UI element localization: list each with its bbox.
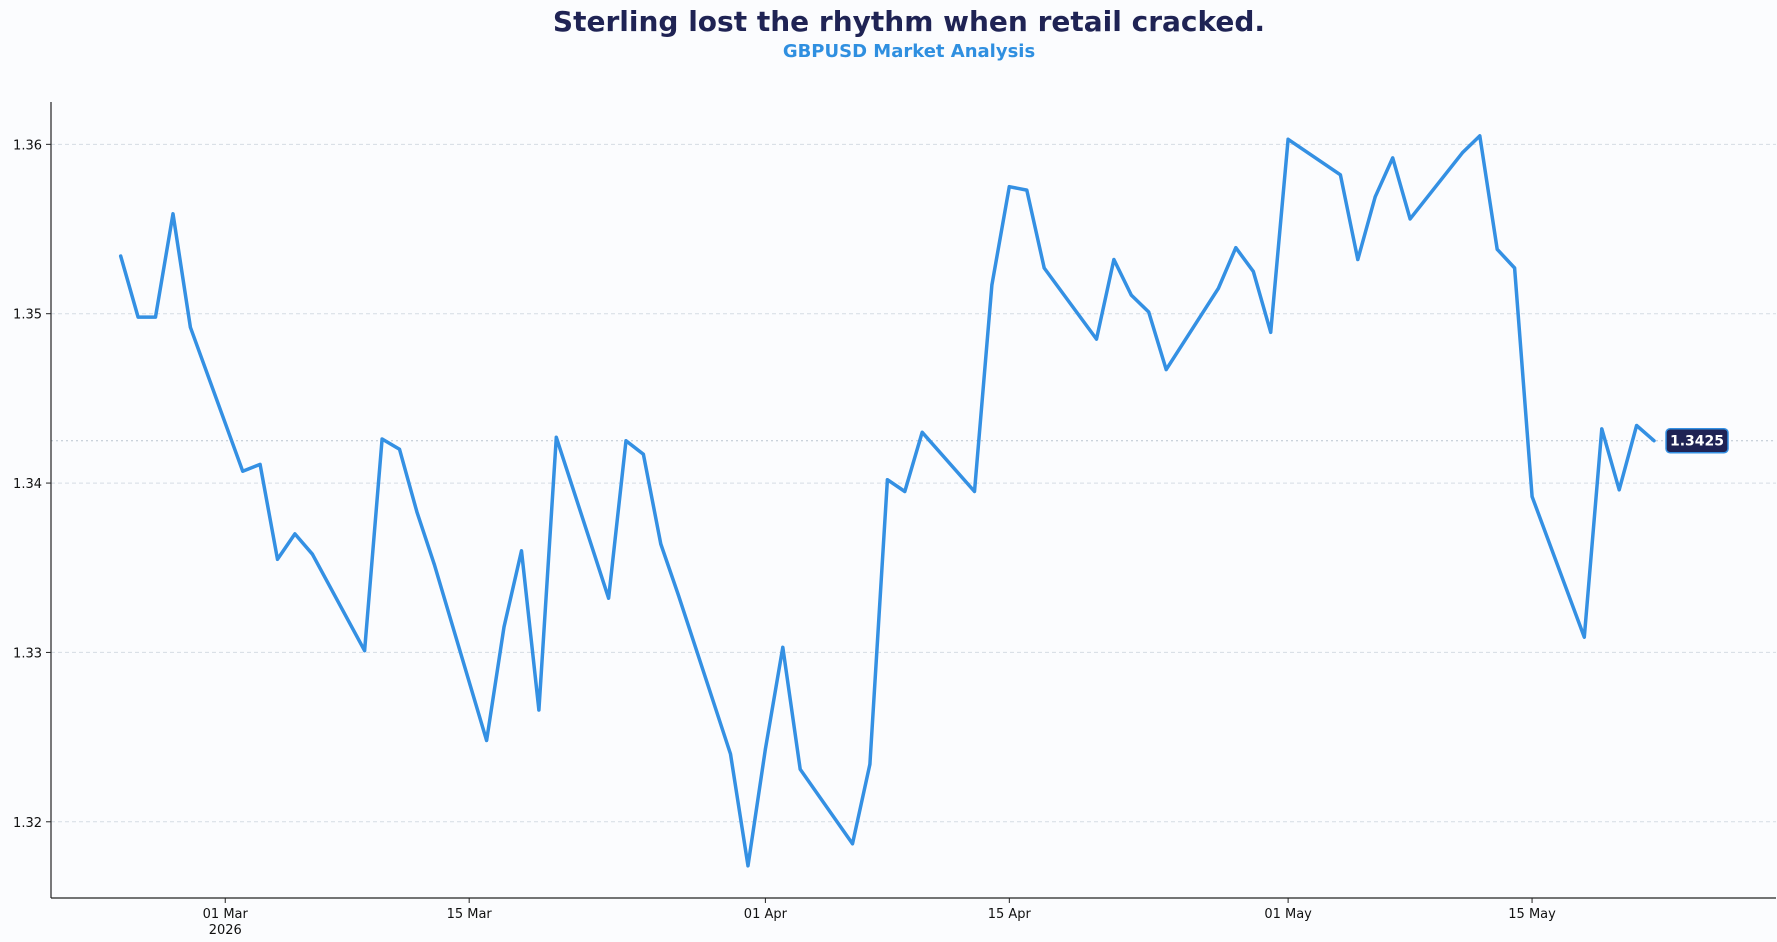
data-point	[1408, 217, 1412, 221]
data-point	[188, 325, 192, 329]
data-point	[1129, 293, 1133, 297]
x-tick-label: 01 May	[1264, 907, 1312, 922]
data-point	[537, 708, 541, 712]
data-point	[1530, 495, 1534, 499]
data-point	[241, 469, 245, 473]
data-point	[432, 562, 436, 566]
y-tick-label: 1.34	[13, 477, 42, 492]
data-point	[798, 767, 802, 771]
data-point	[1582, 635, 1586, 639]
data-point	[624, 439, 628, 443]
data-point	[415, 510, 419, 514]
data-point	[1460, 151, 1464, 155]
data-point	[1495, 247, 1499, 251]
data-point	[1373, 195, 1377, 199]
data-point	[990, 283, 994, 287]
x-tick-sublabel: 2026	[209, 923, 242, 938]
data-point	[1338, 173, 1342, 177]
x-tick-label: 01 Apr	[744, 907, 788, 922]
axes-layer	[50, 102, 1776, 899]
data-point	[1513, 266, 1517, 270]
data-point	[1025, 188, 1029, 192]
data-point	[1042, 266, 1046, 270]
data-point	[397, 447, 401, 451]
data-point	[1147, 310, 1151, 314]
data-point	[1269, 330, 1273, 334]
data-point	[607, 596, 611, 600]
data-point	[781, 645, 785, 649]
data-point	[154, 315, 158, 319]
data-point	[1617, 488, 1621, 492]
badge-layer: 1.3425	[1665, 427, 1729, 454]
x-tick-label: 15 Mar	[447, 907, 493, 922]
series-points	[119, 134, 1656, 868]
data-point	[1286, 137, 1290, 141]
data-point	[641, 452, 645, 456]
data-point	[1600, 427, 1604, 431]
data-point	[276, 557, 280, 561]
data-point	[502, 625, 506, 629]
data-point	[554, 435, 558, 439]
data-point	[1478, 134, 1482, 138]
y-tick-label: 1.35	[13, 308, 42, 323]
data-point	[1391, 156, 1395, 160]
series-line	[118, 134, 1656, 868]
last-value-badge	[1665, 427, 1729, 454]
data-point	[1094, 337, 1098, 341]
data-point	[1635, 423, 1639, 427]
data-point	[659, 542, 663, 546]
data-point	[763, 747, 767, 751]
y-tick-label: 1.36	[13, 138, 42, 153]
data-point	[1007, 185, 1011, 189]
y-tick-label: 1.33	[13, 646, 42, 661]
data-point	[746, 864, 750, 868]
data-point	[258, 462, 262, 466]
data-point	[1112, 258, 1116, 262]
data-point	[1652, 439, 1656, 443]
data-point	[310, 552, 314, 556]
x-tick-label: 01 Mar	[203, 907, 249, 922]
data-point	[171, 212, 175, 216]
data-point	[903, 490, 907, 494]
data-point	[851, 842, 855, 846]
data-point	[293, 532, 297, 536]
grid-layer	[51, 143, 1776, 823]
chart-title: Sterling lost the rhythm when retail cra…	[553, 5, 1265, 38]
data-point	[519, 549, 523, 553]
data-point	[380, 437, 384, 441]
chart-subtitle: GBPUSD Market Analysis	[783, 41, 1035, 62]
last-value-label: 1.3425	[1670, 434, 1724, 450]
data-point	[729, 752, 733, 756]
x-tick-label: 15 May	[1508, 907, 1556, 922]
series-layer	[118, 134, 1656, 868]
y-tick-label: 1.32	[13, 816, 42, 831]
data-point	[1251, 269, 1255, 273]
x-tick-label: 15 Apr	[988, 907, 1032, 922]
data-point	[485, 738, 489, 742]
data-point	[136, 315, 140, 319]
data-point	[1216, 286, 1220, 290]
data-point	[885, 478, 889, 482]
data-point	[363, 649, 367, 653]
data-point	[920, 430, 924, 434]
data-point	[676, 593, 680, 597]
data-point	[119, 254, 123, 258]
data-point	[868, 762, 872, 766]
data-point	[1164, 368, 1168, 372]
data-point	[972, 490, 976, 494]
data-point	[1356, 258, 1360, 262]
data-point	[1234, 246, 1238, 250]
